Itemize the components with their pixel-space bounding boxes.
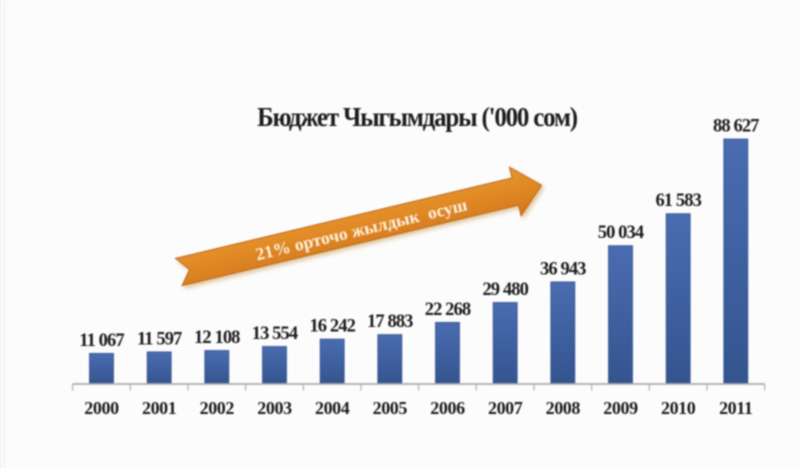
svg-text:2005: 2005 bbox=[373, 398, 408, 418]
svg-text:2011: 2011 bbox=[719, 398, 753, 418]
svg-text:88 627: 88 627 bbox=[713, 117, 759, 137]
svg-text:2006: 2006 bbox=[430, 398, 465, 418]
svg-text:2009: 2009 bbox=[603, 398, 638, 418]
svg-text:36 943: 36 943 bbox=[540, 259, 586, 279]
svg-text:61 583: 61 583 bbox=[655, 191, 701, 211]
svg-text:17 883: 17 883 bbox=[367, 312, 413, 332]
svg-text:11 597: 11 597 bbox=[137, 329, 182, 349]
svg-text:50 034: 50 034 bbox=[598, 223, 644, 243]
svg-text:21% орточо жылдык осуш: 21% орточо жылдык осуш bbox=[254, 194, 470, 264]
svg-text:29 480: 29 480 bbox=[482, 280, 528, 300]
svg-text:2000: 2000 bbox=[84, 398, 119, 418]
svg-text:2004: 2004 bbox=[315, 398, 350, 418]
svg-text:12 108: 12 108 bbox=[194, 328, 240, 348]
svg-text:2002: 2002 bbox=[200, 398, 235, 418]
svg-text:2008: 2008 bbox=[546, 398, 581, 418]
svg-text:2003: 2003 bbox=[257, 398, 292, 418]
svg-text:13 554: 13 554 bbox=[252, 324, 298, 344]
svg-text:2010: 2010 bbox=[661, 398, 696, 418]
svg-text:16 242: 16 242 bbox=[309, 317, 355, 337]
svg-text:Бюджет Чыгымдары ('000 сом): Бюджет Чыгымдары ('000 сом) bbox=[257, 102, 577, 132]
svg-text:2007: 2007 bbox=[488, 398, 523, 418]
svg-text:11 067: 11 067 bbox=[79, 331, 124, 351]
svg-text:22 268: 22 268 bbox=[425, 300, 471, 320]
svg-text:2001: 2001 bbox=[142, 398, 177, 418]
